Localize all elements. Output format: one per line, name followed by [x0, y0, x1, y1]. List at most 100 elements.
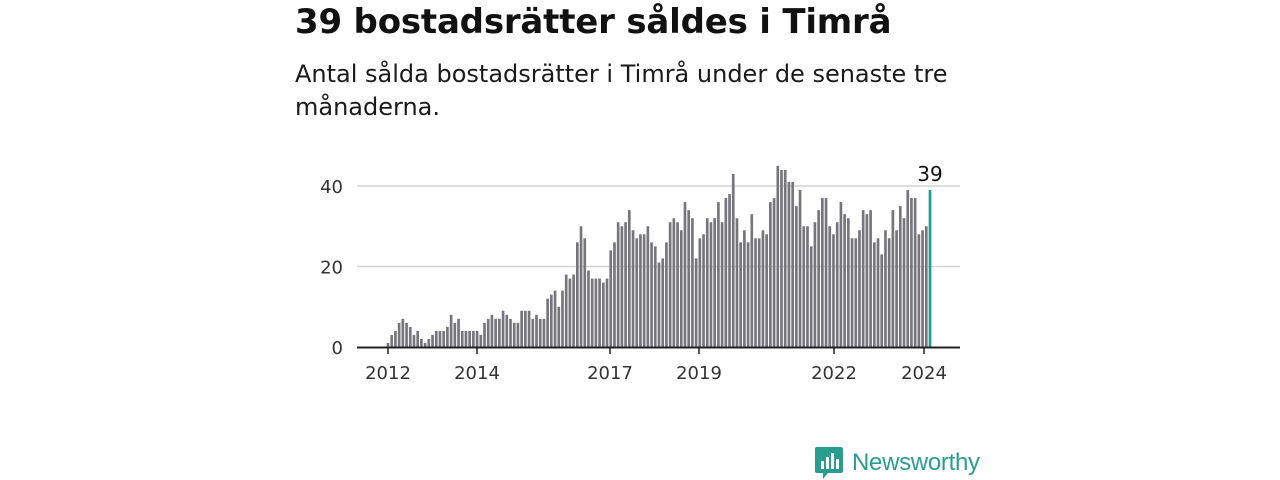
bar [486, 318, 490, 347]
bar [631, 230, 635, 347]
bar [869, 210, 872, 347]
bar [598, 278, 601, 347]
bar [739, 242, 742, 347]
bar [431, 334, 434, 348]
bar [765, 234, 768, 347]
chart-title: 39 bostadsrätter såldes i Timrå [295, 2, 892, 42]
bar [635, 238, 639, 347]
bar [546, 298, 549, 347]
bar [902, 218, 906, 347]
bar [910, 198, 913, 347]
bar [772, 198, 776, 347]
bar [624, 222, 627, 347]
bar [475, 330, 479, 347]
bar [787, 181, 791, 347]
y-tick-label: 20 [320, 258, 343, 279]
bar [479, 334, 483, 348]
bar [687, 210, 691, 347]
x-tick-label: 2024 [901, 363, 947, 384]
bar [850, 238, 854, 347]
bar [895, 230, 898, 347]
bar [880, 254, 884, 348]
bar [627, 210, 631, 347]
bar [498, 318, 501, 347]
bar [821, 198, 824, 347]
bar [731, 173, 735, 347]
bar [538, 318, 542, 347]
bar [408, 326, 412, 348]
chart-subtitle: Antal sålda bostadsrätter i Timrå under … [295, 60, 948, 121]
bar [572, 274, 575, 347]
bar [754, 238, 757, 347]
bar [802, 226, 806, 347]
bar [483, 322, 486, 347]
x-tick-label: 2017 [587, 363, 633, 384]
bar [876, 238, 880, 347]
bar [657, 262, 661, 348]
bar [661, 258, 665, 347]
bar [434, 330, 438, 347]
bar [550, 294, 553, 348]
bar [746, 242, 750, 347]
bar [561, 290, 564, 347]
bar [921, 230, 924, 347]
bar [468, 330, 471, 347]
x-tick-label: 2019 [676, 363, 722, 384]
bar [676, 222, 679, 347]
bar-highlight [928, 190, 932, 347]
bar [828, 226, 832, 347]
logo-text: Newsworthy [852, 449, 980, 476]
bar [761, 230, 765, 347]
bar [568, 278, 572, 347]
bar [724, 198, 728, 347]
bar [464, 330, 468, 347]
bar [783, 169, 787, 347]
bar [780, 169, 783, 347]
bar [457, 318, 460, 347]
bar [639, 234, 642, 347]
bar [646, 226, 650, 347]
bar [858, 230, 861, 347]
y-tick-label: 0 [332, 338, 343, 359]
x-tick-label: 2014 [454, 363, 500, 384]
bar [542, 318, 546, 347]
bar [438, 330, 442, 347]
bar [505, 314, 509, 347]
bar [460, 330, 464, 347]
highlight-value-label: 39 [917, 162, 942, 186]
bar [605, 278, 609, 347]
bar [405, 322, 408, 347]
bar [427, 338, 431, 347]
bar [913, 198, 917, 347]
bar [813, 222, 817, 347]
bar [609, 250, 613, 347]
bar [691, 218, 694, 347]
bar [757, 238, 761, 347]
bar [846, 218, 850, 347]
bar [490, 314, 494, 347]
bar [843, 214, 846, 347]
bar [769, 202, 772, 347]
bar [579, 226, 583, 347]
bar [575, 242, 579, 347]
bar [594, 278, 598, 347]
bar [449, 314, 453, 347]
bar [386, 342, 390, 348]
bar [446, 326, 449, 348]
bar [442, 330, 446, 347]
bar [705, 218, 709, 347]
bar [583, 238, 587, 347]
bar [795, 206, 798, 348]
y-tick-label: 40 [320, 177, 343, 198]
bar [412, 334, 416, 348]
bar [668, 222, 672, 347]
bar [650, 242, 653, 347]
bar [776, 165, 780, 347]
bar [394, 330, 397, 347]
bar [557, 306, 561, 347]
bar [728, 194, 731, 347]
bar [884, 230, 887, 347]
bar [791, 181, 794, 347]
newsworthy-logo[interactable]: Newsworthy [814, 446, 980, 480]
